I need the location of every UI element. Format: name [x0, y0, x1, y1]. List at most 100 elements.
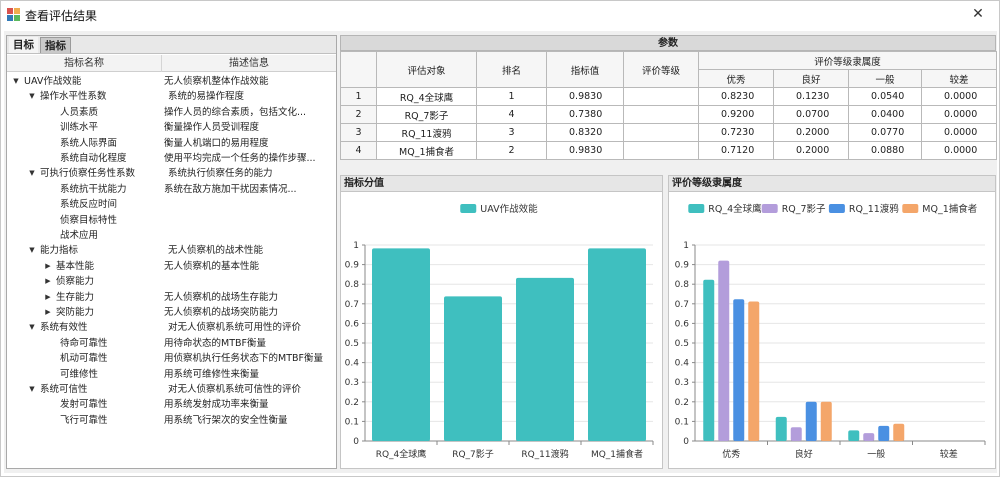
tab-target[interactable]: 目标	[9, 37, 38, 53]
y-tick-label: 0.9	[675, 261, 690, 271]
bar[interactable]	[848, 430, 860, 441]
legend-label[interactable]: UAV作战效能	[480, 203, 538, 215]
bar[interactable]	[588, 248, 646, 441]
tree-row[interactable]: 系统自动化程度 使用平均完成一个任务的操作步骤...	[7, 151, 336, 166]
y-tick-label: 0.2	[345, 398, 359, 408]
expand-arrow-icon[interactable]: ▼	[29, 323, 35, 332]
tab-indicator[interactable]: 指标	[40, 37, 71, 53]
tree-row[interactable]: 训练水平 衡量操作人员受训程度	[7, 120, 336, 135]
tree-item-name: 待命可靠性	[60, 337, 108, 349]
header-rank: 排名	[476, 51, 547, 88]
tree-row[interactable]: 系统抗干扰能力 系统在敌方施加干扰因素情况...	[7, 182, 336, 197]
tree-row[interactable]: ▼ 能力指标 无人侦察机的战术性能	[7, 243, 336, 258]
title-bar: 查看评估结果 ✕	[1, 1, 999, 29]
x-tick-label: 良好	[795, 448, 813, 460]
legend-swatch[interactable]	[902, 204, 919, 213]
bar[interactable]	[790, 427, 802, 441]
table-row[interactable]: 1 RQ_4全球鹰 1 0.9830 0.8230 0.1230 0.0540 0.0000	[340, 87, 998, 106]
expand-arrow-icon[interactable]: ▼	[13, 77, 19, 85]
bar[interactable]	[703, 279, 715, 441]
table-row[interactable]: 3 RQ_11渡鸦 3 0.8320 0.7230 0.2000 0.0770 0.0000	[340, 123, 998, 142]
bar[interactable]	[775, 416, 787, 441]
indicator-tree-panel: 目标 指标 指标名称 描述信息 ▼ UAV作战效能 无人侦察机整体作战效能 ▼ 操作水平…	[6, 35, 337, 469]
tree-row[interactable]: ▶ 侦察能力	[7, 274, 336, 289]
column-header-desc[interactable]: 描述信息	[229, 58, 269, 69]
index-value-cell: 0.7380	[546, 105, 624, 124]
tree-row[interactable]: 机动可靠性 用侦察机执行任务状态下的MTBF衡量	[7, 351, 336, 366]
tree-row[interactable]: 侦察目标特性	[7, 213, 336, 228]
bar[interactable]	[733, 299, 745, 441]
bar[interactable]	[516, 277, 574, 441]
legend-label[interactable]: RQ_11渡鸦	[849, 203, 899, 215]
tree-row[interactable]: ▼ UAV作战效能 无人侦察机整体作战效能	[7, 74, 336, 89]
legend-label[interactable]: MQ_1捕食者	[922, 203, 977, 215]
bar[interactable]	[878, 425, 890, 441]
expand-arrow-icon[interactable]: ▼	[29, 385, 35, 393]
close-button[interactable]: ✕	[972, 6, 984, 22]
tree-item-name: 机动可靠性	[60, 353, 108, 365]
y-tick-label: 0.5	[345, 339, 359, 349]
column-header-name[interactable]: 指标名称	[7, 55, 162, 72]
target-cell: RQ_7影子	[376, 105, 477, 124]
tree-header: 指标名称 描述信息	[7, 55, 336, 72]
tree-row[interactable]: 飞行可靠性 用系统飞行架次的安全性衡量	[7, 413, 336, 428]
bar[interactable]	[805, 401, 817, 441]
tree-row[interactable]: ▶ 生存能力 无人侦察机的战场生存能力	[7, 290, 336, 305]
bar[interactable]	[748, 301, 760, 441]
expand-arrow-icon[interactable]: ▼	[29, 246, 35, 255]
legend-swatch[interactable]	[460, 204, 477, 213]
tree-row[interactable]: ▼ 操作水平性系数 系统的易操作程度	[7, 89, 336, 104]
legend-label[interactable]: RQ_7影子	[782, 204, 826, 215]
bar[interactable]	[893, 423, 905, 441]
x-tick-label: RQ_11渡鸦	[521, 448, 568, 460]
bar[interactable]	[372, 248, 430, 441]
bar[interactable]	[820, 401, 832, 441]
tree-item-desc: 系统的易操作程度	[168, 91, 245, 103]
tree-row[interactable]: 待命可靠性 用待命状态的MTBF衡量	[7, 336, 336, 351]
tree-row[interactable]: ▶ 基本性能 无人侦察机的基本性能	[7, 259, 336, 274]
tree-row[interactable]: ▼ 可执行侦察任务性系数 系统执行侦察任务的能力	[7, 166, 336, 181]
legend-swatch[interactable]	[688, 204, 705, 213]
collapse-arrow-icon[interactable]: ▶	[45, 277, 51, 286]
membership-excellent-cell: 0.7230	[698, 123, 774, 142]
membership-good-cell: 0.1230	[773, 87, 849, 106]
tree-item-desc: 对无人侦察机系统可信性的评价	[168, 384, 302, 395]
tree-item-name: 侦察目标特性	[60, 214, 118, 226]
expand-arrow-icon[interactable]: ▼	[29, 169, 35, 178]
tree-row[interactable]: 人员素质 操作人员的综合素质，包括文化...	[7, 105, 336, 120]
collapse-arrow-icon[interactable]: ▶	[45, 308, 51, 316]
tree-row[interactable]: 战术应用	[7, 228, 336, 243]
table-row[interactable]: 2 RQ_7影子 4 0.7380 0.9200 0.0700 0.0400 0.0000	[340, 105, 998, 124]
tree-row[interactable]: ▼ 系统有效性 对无人侦察机系统可用性的评价	[7, 320, 336, 335]
x-tick-label: 较差	[940, 448, 958, 460]
tree-item-desc: 无人侦察机的战场突防能力	[164, 307, 279, 318]
tree-row[interactable]: 系统人际界面 衡量人机端口的易用程度	[7, 136, 336, 151]
expand-arrow-icon[interactable]: ▼	[29, 92, 35, 101]
tree-row[interactable]: ▼ 系统可信性 对无人侦察机系统可信性的评价	[7, 382, 336, 397]
y-tick-label: 0.2	[675, 398, 689, 408]
membership-excellent-cell: 0.7120	[698, 141, 774, 160]
tree-row[interactable]: 可维修性 用系统可维修性来衡量	[7, 367, 336, 382]
collapse-arrow-icon[interactable]: ▶	[45, 292, 51, 301]
params-table: 评估对象 排名 指标值 评价等级 评价等级隶属度 优秀 良好 一般 较差 1 RQ…	[340, 51, 998, 160]
tree-row[interactable]: ▶ 突防能力 无人侦察机的战场突防能力	[7, 305, 336, 320]
legend-swatch[interactable]	[828, 204, 845, 213]
tree-item-desc: 操作人员的综合素质，包括文化...	[164, 106, 307, 118]
tree-row[interactable]: 系统反应时间	[7, 197, 336, 212]
bar[interactable]	[718, 260, 730, 441]
grade-cell	[623, 141, 699, 160]
table-row[interactable]: 4 MQ_1捕食者 2 0.9830 0.7120 0.2000 0.0880 0.0000	[340, 141, 998, 160]
legend-label[interactable]: RQ_4全球鹰	[708, 203, 762, 215]
index-value-cell: 0.9830	[546, 87, 624, 106]
membership-average-cell: 0.0400	[848, 105, 922, 124]
score-bar-chart: 0 0.1 0.2 0.3 0.4 0.5 0.6 0.7 0.8 0.9 1 RQ_4全球鹰 RQ_7…	[345, 203, 654, 460]
bar[interactable]	[863, 433, 875, 441]
legend-swatch[interactable]	[761, 204, 778, 213]
collapse-arrow-icon[interactable]: ▶	[45, 261, 51, 270]
tree-row[interactable]: 发射可靠性 用系统发射成功率来衡量	[7, 397, 336, 412]
membership-poor-cell: 0.0000	[920, 123, 998, 142]
bar[interactable]	[444, 296, 502, 441]
y-tick-label: 0.4	[675, 359, 690, 369]
tree-item-name: 操作水平性系数	[40, 91, 107, 103]
indicator-tree: ▼ UAV作战效能 无人侦察机整体作战效能 ▼ 操作水平性系数 系统的易操作程度 人员素质 操…	[7, 73, 336, 468]
